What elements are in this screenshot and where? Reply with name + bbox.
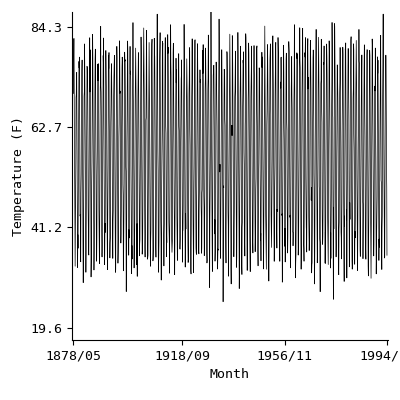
X-axis label: Month: Month xyxy=(210,368,250,381)
Y-axis label: Temperature (F): Temperature (F) xyxy=(12,116,25,236)
